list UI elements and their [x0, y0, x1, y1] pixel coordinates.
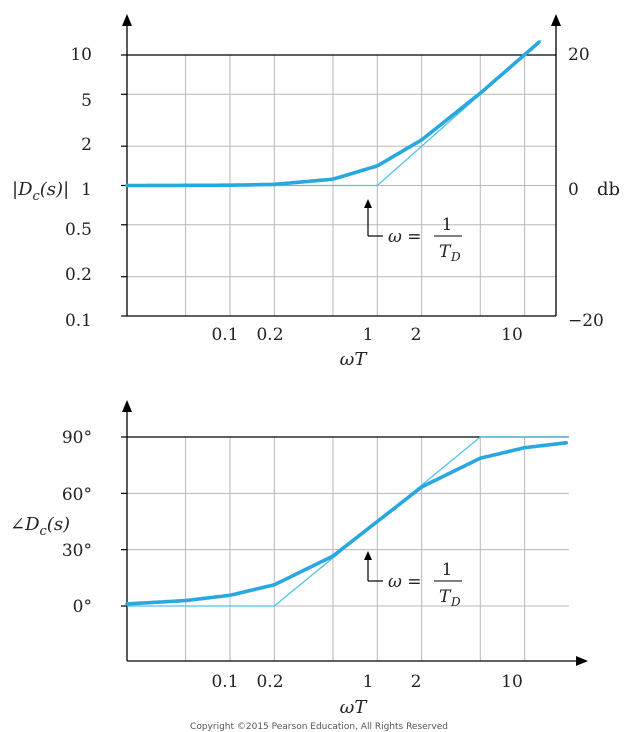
phase-y-axis-label: ∠Dc(s): [10, 514, 70, 539]
mag-annotation-num: 1: [442, 215, 453, 235]
mag-db-tick-m20: −20: [568, 311, 604, 331]
ph-xtick-0.1: 0.1: [211, 672, 238, 692]
mag-x-axis-label: ωT: [340, 349, 369, 370]
magnitude-axes: [121, 14, 561, 317]
phase-axes: [121, 400, 588, 666]
ph-ytick-0: 0°: [73, 597, 92, 617]
mag-db-tick-0: 0: [568, 180, 579, 200]
ph-up-arrow: [122, 400, 132, 412]
mag-db-tick-20: 20: [568, 45, 590, 65]
magnitude-corner-annotation: ω = 1 T D: [364, 199, 462, 264]
ph-annotation-text: ω =: [388, 572, 422, 592]
mag-left-arrow: [122, 14, 132, 26]
mag-ytick-5: 5: [81, 91, 92, 111]
phase-plot: 90° 60° 30° 0° 0.1 0.2 1 2 10 ωT ∠Dc(s) …: [10, 400, 588, 718]
ph-ytick-60: 60°: [62, 485, 92, 505]
mag-annotation-den: T: [439, 242, 452, 262]
copyright-text: Copyright ©2015 Pearson Education, All R…: [190, 722, 448, 732]
magnitude-y-axis-label: |Dc(s)|: [12, 179, 69, 204]
mag-ytick-0.5: 0.5: [65, 220, 92, 240]
ph-xtick-0.2: 0.2: [256, 672, 283, 692]
mag-right-arrow: [551, 14, 561, 26]
magnitude-curve: [125, 40, 541, 188]
ph-ytick-90: 90°: [62, 428, 92, 448]
mag-annotation-text: ω =: [388, 227, 422, 247]
phase-grid: [127, 436, 569, 661]
mag-ytick-1: 1: [81, 180, 92, 200]
mag-db-axis-label: db: [597, 179, 620, 200]
magnitude-plot: 10 5 2 1 0.5 0.2 0.1 20 0 −20 db 0.1 0.2…: [12, 14, 620, 370]
ph-x-axis-label: ωT: [340, 697, 369, 718]
magnitude-asymptote-line: [127, 39, 542, 187]
phase-asymptote-line: [127, 436, 569, 607]
phase-x-tick-labels: 0.1 0.2 1 2 10: [211, 672, 522, 692]
ph-ytick-30: 30°: [62, 541, 92, 561]
phase-y-tick-labels: 90° 60° 30° 0°: [62, 428, 92, 617]
mag-xtick-0.2: 0.2: [256, 325, 283, 345]
ph-y-axis-label-text: ∠Dc(s): [10, 514, 70, 539]
mag-y-axis-label-text: |Dc(s)|: [12, 179, 69, 204]
mag-ytick-2: 2: [81, 135, 92, 155]
ph-right-arrow: [576, 656, 588, 666]
mag-annotation-den-sub: D: [450, 250, 461, 264]
ph-xtick-1: 1: [363, 672, 374, 692]
ph-annotation-den: T: [439, 587, 452, 607]
ph-annotation-num: 1: [442, 560, 453, 580]
phase-corner-annotation: ω = 1 T D: [364, 551, 462, 609]
magnitude-right-tick-labels: 20 0 −20 db: [568, 45, 620, 331]
ph-xtick-10: 10: [501, 672, 523, 692]
magnitude-x-tick-labels: 0.1 0.2 1 2 10: [211, 325, 522, 345]
mag-xtick-0.1: 0.1: [211, 325, 238, 345]
mag-ytick-0.1: 0.1: [65, 311, 92, 331]
mag-ytick-0.2: 0.2: [65, 265, 92, 285]
mag-xtick-2: 2: [411, 325, 422, 345]
ph-xtick-2: 2: [411, 672, 422, 692]
ph-annotation-den-sub: D: [450, 595, 461, 609]
mag-xtick-1: 1: [363, 325, 374, 345]
phase-curve: [125, 441, 568, 606]
mag-xtick-10: 10: [501, 325, 523, 345]
mag-ytick-10: 10: [70, 45, 92, 65]
magnitude-y-tick-labels: 10 5 2 1 0.5 0.2 0.1: [65, 45, 92, 331]
